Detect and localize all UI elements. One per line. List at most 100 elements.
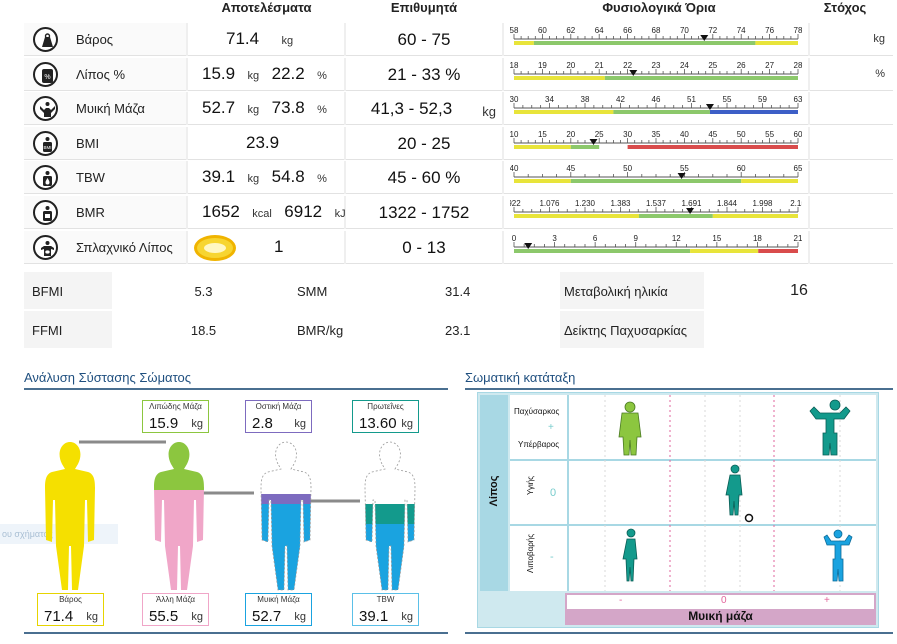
muscle-mass-value: 52.7 — [252, 608, 282, 625]
muscle-icon-badge — [33, 96, 58, 122]
range-tick-label: 22 — [623, 61, 632, 70]
result-unit: kg — [247, 104, 260, 117]
fat-mass-box: Λιπώδης Μάζα 15.9 kg — [142, 400, 209, 433]
desired-cell: 0 - 13 — [346, 230, 502, 264]
range-tick-label: 74 — [737, 26, 746, 35]
bone-mass-box: Οστική Μάζα 2.8 kg — [245, 400, 312, 433]
muscle-mass-box: Μυική Μάζα 52.7 kg — [245, 593, 312, 626]
range-tick-label: 63 — [794, 95, 802, 104]
faded-tooltip-text: ου σχήματος — [2, 529, 53, 539]
range-cell: 18 19 20 21 22 23 24 25 26 27 28 — [504, 57, 808, 91]
range-segment — [514, 248, 691, 253]
bone-mass-value: 2.8 — [252, 415, 273, 432]
body-fat-icon-badge: % — [33, 61, 58, 87]
obesity-index-value-cell — [705, 311, 893, 348]
range-tick-label: 65 — [794, 164, 802, 173]
figure-underweight-high-muscle — [823, 529, 853, 582]
result-value-secondary: 73.8 — [271, 98, 305, 118]
range-segment — [712, 214, 798, 218]
fat-mass-value: 15.9 — [149, 415, 179, 432]
metric-name: BMR — [76, 205, 105, 220]
range-tick-label: 50 — [623, 164, 632, 173]
visceral-fat-icon-badge — [33, 234, 58, 260]
range-tick-label: 15 — [538, 130, 547, 139]
bfmi-value: 5.3 — [194, 284, 213, 299]
range-tick-label: 72 — [708, 26, 717, 35]
range-segment — [514, 214, 639, 218]
metric-name: Μυική Μάζα — [76, 101, 145, 117]
range-tick-label: 76 — [765, 26, 774, 35]
range-bar: 40 45 50 55 60 65 — [510, 164, 802, 184]
y-axis-label: Λίπος — [488, 475, 500, 507]
result-value: 1 — [274, 236, 284, 256]
weight-unit: kg — [86, 611, 98, 623]
row-top-plus: + — [548, 422, 554, 433]
result-values: 52.7 kg 73.8 % — [202, 98, 327, 118]
range-tick-label: 25 — [708, 61, 717, 70]
range-segment — [758, 248, 798, 253]
bfmi-label: BFMI — [32, 284, 64, 299]
range-tick-label: 30 — [623, 130, 632, 139]
smm-value: 31.4 — [445, 284, 471, 299]
protein-label: Πρωτεΐνες — [367, 402, 404, 411]
range-tick-label: 1.998 — [752, 199, 773, 208]
metric-row: Σπλαχνικό Λίπος 1 0 - 13 0 3 6 9 12 15 18 21 — [24, 230, 893, 265]
range-segment — [533, 41, 756, 45]
range-segment — [514, 144, 571, 149]
range-segment — [709, 110, 798, 115]
protein-value: 13.60 — [359, 415, 397, 432]
tbw-label: TBW — [376, 595, 395, 604]
current-position-marker — [744, 513, 754, 523]
range-tick-label: 10 — [510, 130, 519, 139]
range-tick-label: 42 — [616, 95, 625, 104]
range-bar: 30 34 38 42 46 51 55 59 63 — [510, 95, 802, 115]
obesity-index-label: Δείκτης Παχυσαρκίας — [564, 323, 688, 338]
protein-unit: kg — [401, 418, 413, 430]
range-cell: 30 34 38 42 46 51 55 59 63 — [504, 92, 808, 126]
result-values: 15.9 kg 22.2 % — [202, 64, 327, 84]
metric-name: BMI — [76, 135, 100, 151]
muscle-mass-unit: kg — [294, 611, 306, 623]
protein-box: Πρωτεΐνες 13.60 kg — [352, 400, 419, 433]
range-tick-label: 1.844 — [717, 199, 738, 208]
desired-range: 20 - 25 — [397, 133, 451, 153]
range-bar: 58 60 62 64 66 68 70 72 74 76 78 — [510, 26, 802, 45]
range-tick-label: 55 — [765, 130, 774, 139]
classification-grid: Λίπος Παχύσαρκος + Υπέρβαρος Υγιής 0 Λιπ… — [477, 392, 879, 628]
classification-figures — [618, 399, 853, 582]
range-tick-label: 21 — [595, 61, 604, 70]
metric-name-cell: Μυική Μάζα — [24, 92, 186, 126]
fat-mass-label: Λιπώδης Μάζα — [149, 402, 202, 411]
range-tick-label: 58 — [510, 26, 519, 35]
desired-unit: kg — [482, 104, 496, 120]
range-tick-label: 19 — [538, 61, 547, 70]
weight-icon-badge — [33, 27, 58, 52]
range-tick-label: 9 — [633, 234, 638, 243]
result-cell: 23.9 — [188, 126, 344, 160]
result-values: 39.1 kg 54.8 % — [202, 167, 327, 187]
classification-bottom-line — [465, 632, 893, 634]
range-marker — [524, 242, 533, 249]
result-value-secondary: 6912 — [284, 202, 323, 221]
range-tick-label: 1.076 — [539, 199, 560, 208]
range-marker — [705, 104, 714, 111]
range-bar: 10 15 20 25 30 35 40 45 50 55 60 — [510, 130, 802, 149]
range-tick-label: 922 — [510, 199, 521, 208]
range-tick-label: 18 — [753, 234, 762, 243]
smm-label: SMM — [297, 284, 328, 299]
weight-label: Βάρος — [59, 595, 82, 604]
range-tick-label: 1.537 — [646, 199, 667, 208]
fat-mass-unit: kg — [191, 418, 203, 430]
classification-title: Σωματική κατάταξη — [465, 370, 576, 385]
bmr-icon-badge — [33, 200, 58, 225]
result-value-secondary: 54.8 — [271, 167, 305, 187]
metric-name: TBW — [76, 170, 105, 186]
range-tick-label: 27 — [765, 61, 774, 70]
range-tick-label: 60 — [737, 164, 746, 173]
range-cell: 10 15 20 25 30 35 40 45 50 55 60 — [504, 126, 808, 160]
target-cell — [810, 196, 893, 229]
metric-row: BMR 1652 kcal 6912 kJ 1322 - 1752 922 1.0… — [24, 196, 893, 230]
metric-row: Βάρος 71.4 kg 60 - 75 58 60 62 64 66 68 70 72 74… — [24, 23, 893, 57]
range-marker — [686, 208, 695, 214]
range-marker — [629, 69, 638, 76]
